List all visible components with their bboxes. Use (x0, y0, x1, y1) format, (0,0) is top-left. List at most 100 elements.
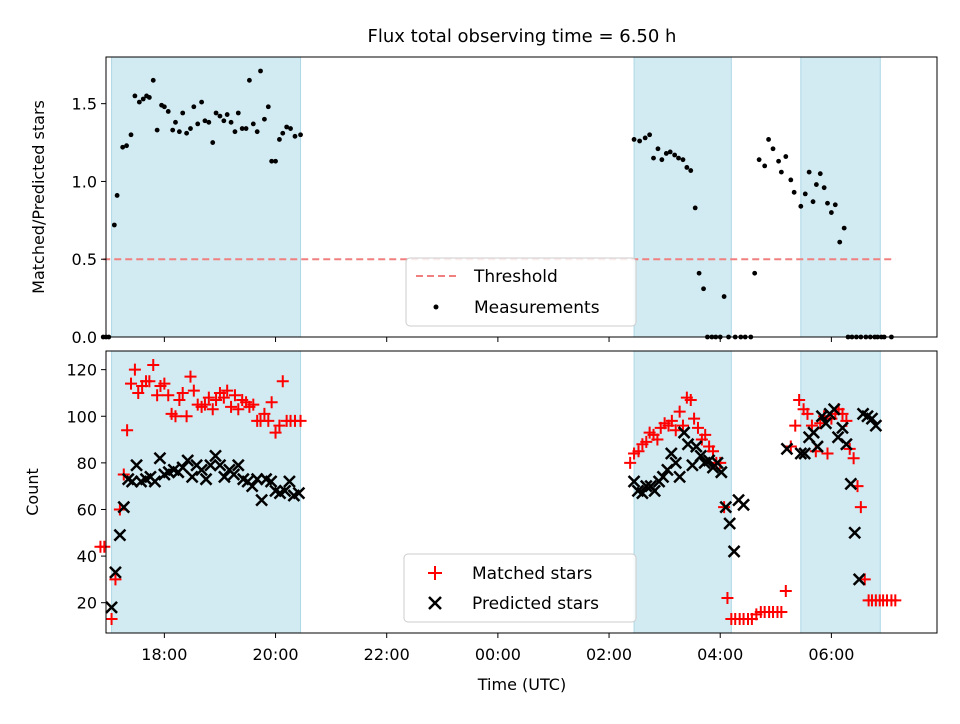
top-measurements-point (810, 199, 816, 205)
top-measurements-point (837, 239, 843, 245)
top-measurements-point (239, 126, 245, 131)
top-measurements-point (762, 163, 768, 169)
legend-measurements-label: Measurements (474, 298, 600, 318)
bottom-predicted-stars-point (117, 500, 131, 514)
bottom-predicted-stars-point (227, 468, 241, 481)
bottom-matched-stars-point (147, 358, 160, 371)
top-measurements-point (221, 118, 227, 124)
bottom-predicted-stars-point (852, 573, 866, 586)
bottom-predicted-stars-point (677, 426, 691, 439)
bottom-y-tick-label: 120 (66, 361, 97, 380)
bottom-matched-stars-point (184, 370, 197, 383)
x-tick-label: 22:00 (364, 645, 410, 664)
top-measurements-point (210, 140, 216, 145)
legend-matched-label: Matched stars (472, 564, 592, 584)
bottom-predicted-stars-point (185, 470, 199, 484)
bottom-predicted-stars-point (283, 475, 296, 488)
top-measurements-point (766, 137, 771, 142)
bottom-matched-stars-point (676, 419, 689, 432)
bottom-matched-stars-point (162, 389, 175, 402)
top-measurements-point (832, 202, 838, 208)
top-measurements-point (224, 112, 230, 117)
bottom-matched-stars-point (847, 452, 860, 465)
bottom-y-tick-label: 40 (77, 547, 97, 566)
bottom-y-tick-label: 60 (77, 500, 97, 519)
bottom-predicted-stars-point (627, 475, 641, 488)
bottom-matched-stars-point (684, 393, 697, 406)
top-legend: Threshold Measurements (405, 257, 637, 327)
bottom-matched-stars-point (721, 592, 734, 605)
bottom-matched-stars-point (109, 573, 122, 586)
bottom-predicted-stars-point (836, 421, 849, 435)
bottom-matched-stars-point (169, 410, 182, 423)
top-measurements-point (124, 143, 129, 149)
bottom-matched-stars-point (202, 391, 215, 404)
bottom-matched-stars-point (624, 456, 637, 469)
top-panel: 0.0 0.5 1.0 1.5 (72, 56, 938, 347)
top-measurements-point (243, 126, 249, 131)
bottom-matched-stars-point (854, 501, 867, 514)
top-measurements-point (114, 193, 120, 198)
bottom-matched-stars-point (105, 613, 118, 626)
bottom-predicted-stars-point (727, 545, 741, 558)
top-measurements-point (120, 144, 126, 150)
bottom-predicted-stars-point (840, 437, 853, 451)
bottom-predicted-stars-point (209, 449, 222, 463)
top-measurements-point (217, 113, 223, 119)
bottom-matched-stars-point (132, 386, 145, 399)
bottom-predicted-stars-point (113, 528, 127, 542)
top-measurements-point (269, 158, 275, 164)
top-measurements-point (273, 158, 278, 164)
legend-matched-swatch (428, 566, 442, 580)
top-measurements-point (776, 158, 781, 164)
bottom-predicted-stars-point (195, 463, 208, 477)
bottom-predicted-stars-point (105, 600, 118, 614)
bottom-predicted-stars-point (669, 456, 683, 470)
top-measurements-point (676, 155, 681, 161)
bottom-predicted-stars-point (181, 454, 195, 467)
bottom-matched-stars-point (210, 393, 223, 406)
x-axis-label: Time (UTC) (477, 675, 566, 694)
bottom-predicted-stars-point (656, 470, 670, 484)
top-measurements-point (191, 104, 197, 110)
top-measurements-point (701, 286, 706, 292)
bottom-predicted-stars-point (798, 447, 812, 460)
bottom-predicted-stars-point (278, 484, 292, 498)
bottom-predicted-stars-point (723, 517, 737, 530)
bottom-predicted-stars-point (292, 486, 306, 500)
bottom-matched-stars-point (775, 606, 788, 619)
bottom-matched-stars-point (632, 445, 645, 458)
legend-predicted-label: Predicted stars (472, 594, 599, 614)
bottom-y-axis-label: Count (23, 468, 42, 516)
top-band-0 (111, 56, 302, 338)
bottom-predicted-stars-point (255, 493, 269, 507)
top-band-1 (633, 56, 732, 338)
top-measurements-point (202, 118, 208, 124)
top-measurements-point (788, 177, 794, 183)
bottom-predicted-stars-point (648, 484, 662, 498)
bottom-predicted-stars-point (848, 526, 862, 540)
legend-threshold-label: Threshold (473, 267, 558, 287)
bottom-matched-stars-point (128, 363, 141, 376)
top-measurements-point (841, 225, 847, 231)
bottom-matched-stars-point (228, 389, 241, 402)
chart-title: Flux total observing time = 6.50 h (368, 26, 677, 47)
bottom-matched-stars-point (198, 398, 211, 411)
top-measurements-point (188, 126, 193, 131)
top-measurements-point (298, 132, 303, 138)
top-measurements-point (752, 270, 758, 276)
top-measurements-point (235, 110, 241, 116)
top-measurements-point (277, 137, 282, 142)
bottom-band-2 (800, 350, 881, 634)
top-measurements-point (247, 77, 252, 83)
bottom-matched-stars-point (225, 400, 238, 413)
top-measurements-point (631, 137, 637, 142)
top-measurements-point (254, 129, 260, 135)
top-measurements-point (228, 119, 234, 125)
bottom-matched-stars-point (158, 377, 171, 390)
bottom-matched-stars-point (232, 403, 245, 416)
bottom-y-tick-label: 80 (77, 454, 97, 473)
top-measurements-point (637, 138, 643, 144)
top-measurements-point (684, 165, 690, 170)
bottom-matched-stars-point (176, 386, 189, 399)
